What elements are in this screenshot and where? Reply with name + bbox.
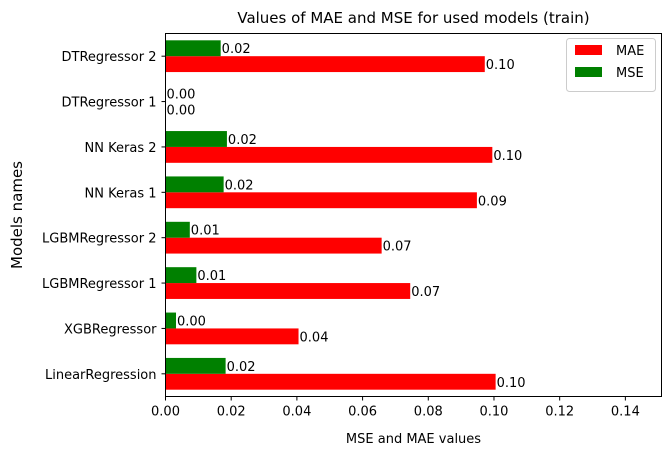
plot-area: 0.10 0.04 0.07 0.07 0.09 0.10 0.00 0.10 0.02 0.00… bbox=[165, 40, 526, 391]
chart-title: Values of MAE and MSE for used models (t… bbox=[237, 9, 589, 27]
bar-mae bbox=[165, 237, 382, 254]
legend-swatch-mse bbox=[575, 67, 602, 77]
bar-mse bbox=[165, 40, 221, 57]
data-label-mse: 0.00 bbox=[167, 88, 196, 103]
x-axis-label: MSE and MAE values bbox=[346, 432, 481, 447]
data-label-mse: 0.02 bbox=[222, 42, 251, 57]
x-tick-label: 0.06 bbox=[348, 405, 377, 420]
data-label-mae: 0.10 bbox=[486, 58, 515, 73]
y-tick-label: NN Keras 2 bbox=[85, 141, 157, 156]
y-axis: LinearRegression XGBRegressor LGBMRegresso… bbox=[42, 50, 166, 383]
data-label-mae: 0.10 bbox=[497, 376, 526, 391]
data-label-mae: 0.04 bbox=[300, 330, 329, 345]
bar-mae bbox=[165, 328, 299, 345]
y-tick-label: LinearRegression bbox=[45, 368, 157, 383]
data-label-mse: 0.02 bbox=[227, 360, 256, 375]
y-tick-label: NN Keras 1 bbox=[85, 186, 157, 201]
legend-label-mae: MAE bbox=[616, 44, 644, 59]
bar-mae bbox=[165, 373, 496, 390]
bar-mse bbox=[165, 176, 224, 193]
bar-mae bbox=[165, 146, 493, 163]
x-tick-label: 0.02 bbox=[217, 405, 246, 420]
data-label-mse: 0.02 bbox=[228, 133, 257, 148]
y-tick-label: XGBRegressor bbox=[64, 322, 157, 337]
x-tick-label: 0.04 bbox=[282, 405, 311, 420]
plot-frame bbox=[165, 33, 662, 397]
legend-swatch-mae bbox=[575, 45, 602, 55]
x-tick-label: 0.00 bbox=[151, 405, 180, 420]
x-tick-label: 0.08 bbox=[414, 405, 443, 420]
legend-label-mse: MSE bbox=[616, 66, 644, 81]
y-tick-label: DTRegressor 1 bbox=[62, 96, 157, 111]
y-axis-label: Models names bbox=[8, 161, 26, 269]
bar-mse bbox=[165, 312, 177, 329]
data-label-mae: 0.10 bbox=[493, 149, 522, 164]
bar-mse bbox=[165, 221, 190, 238]
x-tick-label: 0.14 bbox=[611, 405, 640, 420]
data-label-mae: 0.07 bbox=[383, 240, 412, 255]
bar-mae bbox=[165, 56, 485, 73]
bar-mae bbox=[165, 192, 477, 209]
y-tick-label: LGBMRegressor 1 bbox=[42, 277, 156, 292]
y-tick-label: DTRegressor 2 bbox=[62, 50, 157, 65]
bar-mae bbox=[165, 283, 411, 299]
y-tick-label: LGBMRegressor 2 bbox=[42, 232, 156, 247]
data-label-mse: 0.01 bbox=[197, 269, 226, 284]
bar-mse bbox=[165, 267, 197, 284]
legend: MAE MSE bbox=[566, 38, 656, 92]
data-label-mse: 0.01 bbox=[191, 224, 220, 239]
data-label-mse: 0.00 bbox=[177, 314, 206, 329]
data-label-mse: 0.02 bbox=[225, 178, 254, 193]
data-label-mae: 0.07 bbox=[411, 285, 440, 300]
data-label-mae: 0.00 bbox=[167, 104, 196, 119]
data-label-mae: 0.09 bbox=[478, 194, 507, 209]
x-tick-label: 0.12 bbox=[545, 405, 574, 420]
bar-mse bbox=[165, 131, 227, 147]
bar-mse bbox=[165, 357, 226, 374]
x-tick-label: 0.10 bbox=[480, 405, 509, 420]
x-axis: 0.00 0.02 0.04 0.06 0.08 0.10 0.12 0.14 bbox=[151, 396, 640, 420]
